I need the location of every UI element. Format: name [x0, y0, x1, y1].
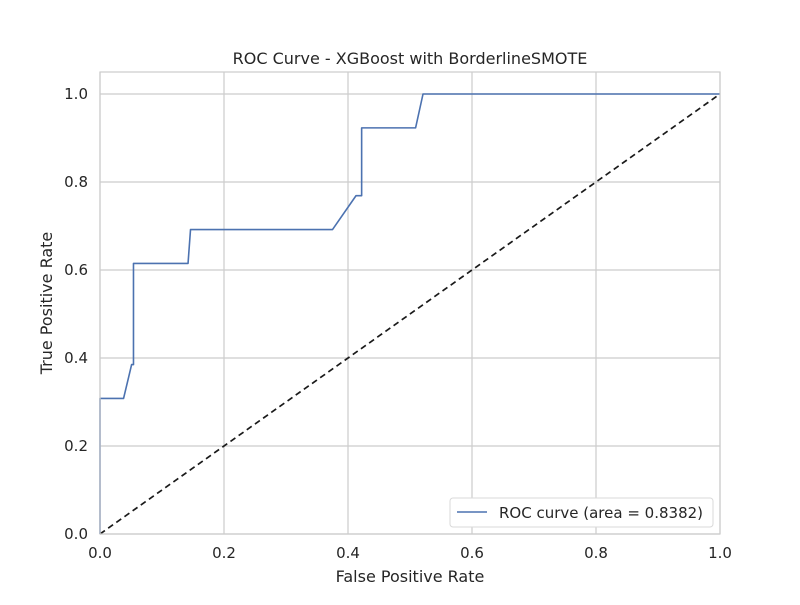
- x-tick-label: 0.6: [460, 544, 484, 562]
- y-axis-label: True Positive Rate: [37, 232, 56, 376]
- roc-curve-line: [99, 93, 720, 534]
- x-tick-label: 1.0: [708, 544, 732, 562]
- x-axis-label: False Positive Rate: [336, 567, 485, 586]
- legend: ROC curve (area = 0.8382): [449, 497, 714, 528]
- plot-frame: [99, 71, 721, 535]
- x-tick-label: 0.0: [88, 544, 112, 562]
- y-tick-label: 0.0: [64, 525, 88, 543]
- y-tick-label: 0.6: [64, 261, 88, 279]
- legend-box: [449, 497, 714, 528]
- x-tick-label: 0.4: [336, 544, 360, 562]
- tick-labels: 0.0 0.2 0.4 0.6 0.8 1.0 0.0 0.2 0.4 0.6 0.8 1.0: [64, 85, 732, 562]
- chart-title: ROC Curve - XGBoost with BorderlineSMOTE: [233, 49, 588, 68]
- x-tick-label: 0.8: [584, 544, 608, 562]
- y-tick-label: 0.4: [64, 349, 88, 367]
- y-tick-label: 0.2: [64, 437, 88, 455]
- y-tick-label: 1.0: [64, 85, 88, 103]
- series-layer: [99, 93, 721, 535]
- grid-lines: [99, 72, 721, 535]
- x-tick-label: 0.2: [212, 544, 236, 562]
- diagonal-reference-line: [99, 93, 721, 535]
- legend-entry-roc: ROC curve (area = 0.8382): [499, 504, 703, 522]
- y-tick-label: 0.8: [64, 173, 88, 191]
